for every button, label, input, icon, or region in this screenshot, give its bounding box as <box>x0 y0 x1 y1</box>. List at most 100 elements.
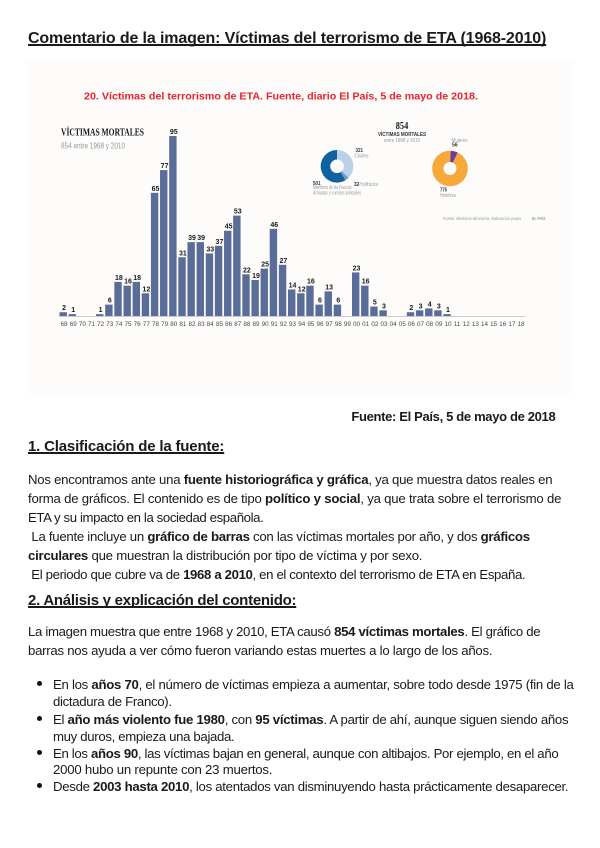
svg-text:12: 12 <box>142 286 150 293</box>
svg-text:69: 69 <box>70 321 78 328</box>
svg-text:17: 17 <box>508 321 516 328</box>
svg-text:73: 73 <box>106 321 114 328</box>
svg-text:98: 98 <box>335 321 343 328</box>
svg-text:87: 87 <box>234 321 242 328</box>
svg-text:Civiles: Civiles <box>355 154 369 160</box>
svg-text:78: 78 <box>152 321 160 328</box>
svg-text:45: 45 <box>225 224 233 231</box>
svg-text:80: 80 <box>170 321 178 328</box>
svg-text:84: 84 <box>207 321 215 328</box>
svg-text:Políticos: Políticos <box>358 182 379 188</box>
svg-text:95: 95 <box>170 129 178 136</box>
svg-text:95: 95 <box>307 321 315 328</box>
svg-text:20. Víctimas del terrorismo de: 20. Víctimas del terrorismo de ETA. Fuen… <box>84 91 478 103</box>
svg-text:08: 08 <box>426 321 434 328</box>
svg-text:97: 97 <box>326 321 334 328</box>
svg-text:23: 23 <box>353 265 361 272</box>
svg-text:16: 16 <box>499 321 507 328</box>
svg-text:53: 53 <box>234 209 242 216</box>
svg-text:88: 88 <box>243 321 251 328</box>
svg-text:77: 77 <box>161 163 169 170</box>
svg-text:321: 321 <box>356 148 364 154</box>
svg-text:90: 90 <box>262 321 270 328</box>
svg-text:1: 1 <box>99 307 103 314</box>
svg-text:16: 16 <box>307 279 315 286</box>
svg-text:18: 18 <box>115 275 123 282</box>
svg-text:6: 6 <box>108 298 112 305</box>
svg-text:3: 3 <box>419 303 423 310</box>
svg-text:25: 25 <box>261 262 269 269</box>
svg-text:03: 03 <box>380 321 388 328</box>
svg-text:854 entre 1968 y 2010: 854 entre 1968 y 2010 <box>61 141 125 151</box>
svg-text:18: 18 <box>133 275 141 282</box>
svg-text:05: 05 <box>399 321 407 328</box>
svg-text:89: 89 <box>253 321 261 328</box>
svg-text:14: 14 <box>481 321 489 328</box>
svg-text:91: 91 <box>271 321 279 328</box>
svg-text:81: 81 <box>179 321 187 328</box>
svg-text:09: 09 <box>435 321 443 328</box>
svg-text:4: 4 <box>428 301 432 308</box>
svg-text:775: 775 <box>440 188 447 194</box>
svg-text:99: 99 <box>344 321 352 328</box>
svg-text:07: 07 <box>417 321 425 328</box>
svg-text:1: 1 <box>446 307 450 314</box>
svg-text:EL PAÍS: EL PAÍS <box>532 214 546 221</box>
svg-text:04: 04 <box>390 321 398 328</box>
svg-text:18: 18 <box>518 321 526 328</box>
svg-text:31: 31 <box>179 250 187 257</box>
svg-text:16: 16 <box>124 279 132 286</box>
svg-text:96: 96 <box>316 321 324 328</box>
svg-text:37: 37 <box>216 239 224 246</box>
svg-text:72: 72 <box>97 321 105 328</box>
svg-text:Fuente: Ministerio del Interio: Fuente: Ministerio del Interior, elabora… <box>443 216 521 221</box>
svg-text:Mujeres: Mujeres <box>452 138 468 144</box>
svg-text:01: 01 <box>362 321 370 328</box>
svg-text:Armadas y cuerpos policiales: Armadas y cuerpos policiales <box>313 191 361 197</box>
svg-text:Miembros de las Fuerzas: Miembros de las Fuerzas <box>313 185 352 191</box>
svg-text:5: 5 <box>373 300 377 307</box>
svg-text:15: 15 <box>490 321 498 328</box>
svg-text:entre 1968 y 2010: entre 1968 y 2010 <box>384 138 420 144</box>
svg-text:65: 65 <box>152 186 160 193</box>
svg-text:93: 93 <box>289 321 297 328</box>
svg-text:02: 02 <box>371 321 379 328</box>
svg-text:86: 86 <box>225 321 233 328</box>
svg-text:6: 6 <box>336 298 340 305</box>
svg-text:11: 11 <box>454 321 461 328</box>
svg-text:77: 77 <box>143 321 151 328</box>
svg-text:85: 85 <box>216 321 224 328</box>
svg-text:71: 71 <box>88 321 96 328</box>
svg-text:39: 39 <box>188 235 196 242</box>
svg-text:70: 70 <box>79 321 87 328</box>
svg-text:32: 32 <box>354 182 359 188</box>
svg-text:06: 06 <box>408 321 416 328</box>
svg-text:79: 79 <box>161 321 169 328</box>
svg-text:1: 1 <box>71 307 75 314</box>
svg-text:22: 22 <box>243 267 251 274</box>
svg-text:501: 501 <box>313 181 321 187</box>
svg-text:12: 12 <box>463 321 471 328</box>
svg-text:3: 3 <box>382 303 386 310</box>
svg-text:19: 19 <box>252 273 260 280</box>
svg-text:3: 3 <box>437 303 441 310</box>
svg-text:56: 56 <box>452 143 458 149</box>
svg-text:Hombres: Hombres <box>440 193 456 199</box>
svg-text:12: 12 <box>298 286 306 293</box>
svg-text:854: 854 <box>396 121 409 132</box>
svg-text:82: 82 <box>189 321 197 328</box>
svg-text:94: 94 <box>298 321 306 328</box>
svg-text:10: 10 <box>444 321 452 328</box>
svg-text:2: 2 <box>409 305 413 312</box>
svg-text:74: 74 <box>115 321 123 328</box>
svg-text:2: 2 <box>62 305 66 312</box>
svg-text:76: 76 <box>134 321 142 328</box>
svg-text:83: 83 <box>198 321 206 328</box>
svg-text:92: 92 <box>280 321 288 328</box>
svg-text:39: 39 <box>197 235 205 242</box>
svg-text:75: 75 <box>125 321 133 328</box>
svg-text:68: 68 <box>61 321 69 328</box>
svg-text:46: 46 <box>270 222 278 229</box>
svg-text:13: 13 <box>325 284 333 291</box>
svg-text:VÍCTIMAS MORTALES: VÍCTIMAS MORTALES <box>61 127 144 139</box>
